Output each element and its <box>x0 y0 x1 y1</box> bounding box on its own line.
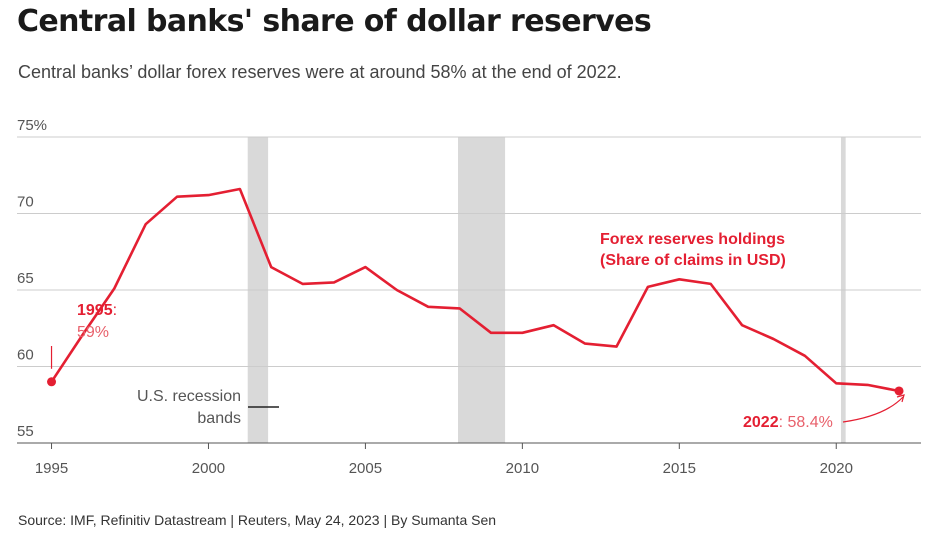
gridlines <box>17 136 921 367</box>
annotation-end-arrow <box>842 396 904 423</box>
x-axis: 1995 2000 2005 2010 2015 2020 <box>17 442 921 477</box>
x-tick-label-2020: 2020 <box>820 460 853 477</box>
annotation-start-value: 59% <box>77 324 109 341</box>
y-tick-label-55: 55 <box>17 423 34 440</box>
series-label-line2: (Share of claims in USD) <box>600 252 786 269</box>
x-tick-label-1995: 1995 <box>35 460 68 477</box>
x-tick-label-2000: 2000 <box>192 460 225 477</box>
annotation-end: 2022: 58.4% <box>743 414 833 431</box>
chart-subtitle: Central banks’ dollar forex reserves wer… <box>18 62 622 82</box>
series-forex-reserves <box>47 187 904 396</box>
annotation-end-arrowhead <box>896 394 905 403</box>
annotation-start-separator: : <box>113 302 117 319</box>
y-tick-label-75: 75% <box>17 117 47 134</box>
x-tick-label-2015: 2015 <box>663 460 696 477</box>
x-tick-label-2010: 2010 <box>506 460 539 477</box>
series-label-line1: Forex reserves holdings <box>600 231 785 248</box>
annotation-recession-line2: bands <box>197 410 241 427</box>
y-tick-label-60: 60 <box>17 347 34 364</box>
source-note: Source: IMF, Refinitiv Datastream | Reut… <box>18 512 497 528</box>
data-point-2022 <box>894 386 904 396</box>
x-tick-label-2005: 2005 <box>349 460 382 477</box>
chart-title: Central banks' share of dollar reserves <box>17 4 652 39</box>
y-axis-tick-labels: 55 60 65 70 75% <box>17 117 47 440</box>
annotation-start-year: 1995: <box>77 302 117 319</box>
series-line <box>50 187 901 393</box>
data-point-1995 <box>47 377 57 387</box>
annotation-end-value: : 58.4% <box>779 414 833 431</box>
annotation-recession-line1: U.S. recession <box>137 388 241 405</box>
annotations: 1995: 59% U.S. recession bands Forex res… <box>50 231 905 431</box>
annotation-end-year: 2022 <box>743 414 779 431</box>
y-tick-label-65: 65 <box>17 270 34 287</box>
y-tick-label-70: 70 <box>17 194 34 211</box>
